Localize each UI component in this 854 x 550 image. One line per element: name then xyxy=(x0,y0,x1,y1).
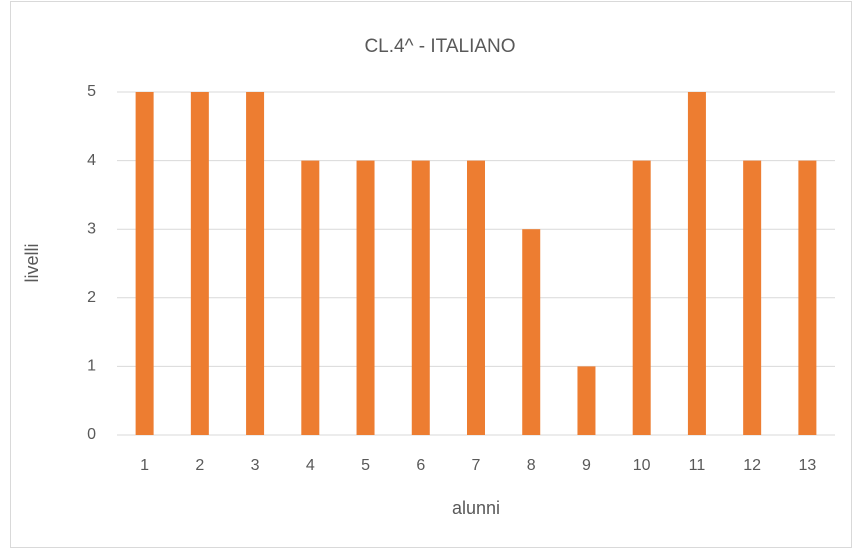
y-axis-label: livelli xyxy=(22,243,42,282)
y-tick-label: 1 xyxy=(87,358,96,375)
bar xyxy=(190,92,209,435)
bar xyxy=(411,160,430,435)
bar xyxy=(522,229,541,435)
x-tick-label: 4 xyxy=(306,457,315,474)
bar xyxy=(632,160,651,435)
y-tick-label: 2 xyxy=(87,289,96,306)
x-tick-label: 12 xyxy=(743,457,761,474)
y-tick-label: 3 xyxy=(87,220,96,237)
x-tick-label: 9 xyxy=(582,457,591,474)
bar xyxy=(798,160,817,435)
bar xyxy=(356,160,375,435)
x-tick-label: 2 xyxy=(195,457,204,474)
x-tick-label: 1 xyxy=(140,457,149,474)
x-tick-label: 10 xyxy=(633,457,651,474)
bar xyxy=(743,160,762,435)
x-tick-label: 5 xyxy=(361,457,370,474)
bar xyxy=(301,160,320,435)
x-tick-label: 7 xyxy=(472,457,481,474)
x-tick-label: 8 xyxy=(527,457,536,474)
bar xyxy=(577,366,596,435)
y-tick-label: 0 xyxy=(87,426,96,443)
y-tick-label: 5 xyxy=(87,83,96,100)
x-tick-label: 11 xyxy=(689,457,706,474)
bar xyxy=(467,160,485,435)
y-tick-label: 4 xyxy=(87,152,96,169)
bar xyxy=(687,92,706,435)
x-tick-label: 3 xyxy=(251,457,260,474)
chart-title: CL.4^ - ITALIANO xyxy=(364,36,515,57)
bar xyxy=(135,92,154,435)
x-axis-label: alunni xyxy=(452,498,500,518)
x-tick-label: 13 xyxy=(798,457,816,474)
x-tick-label: 6 xyxy=(416,457,425,474)
bar xyxy=(246,92,265,435)
